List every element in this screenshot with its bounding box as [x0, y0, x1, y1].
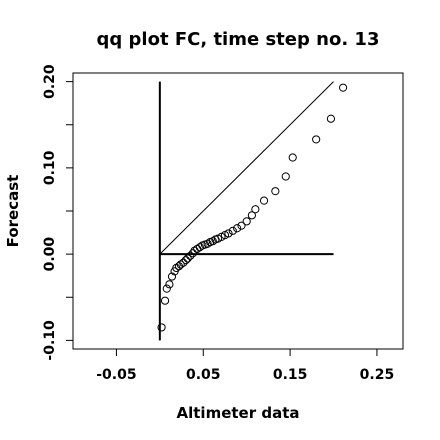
y-tick-label: 0.20 [42, 64, 58, 99]
data-point [167, 272, 177, 281]
data-point [183, 254, 192, 263]
data-point [251, 205, 260, 214]
data-point [203, 239, 212, 248]
data-point [195, 243, 204, 252]
reference-lines [158, 81, 334, 341]
y-axis: -0.10 0.00 0.10 0.20 [42, 64, 74, 361]
data-point [242, 217, 251, 226]
x-tick-label: -0.05 [96, 367, 136, 383]
y-tick-label: -0.10 [42, 320, 58, 361]
data-point [162, 284, 171, 293]
data-point [259, 196, 269, 205]
data-point [338, 83, 348, 92]
data-point [228, 226, 237, 235]
y-tick-label: 0.00 [42, 237, 58, 272]
x-tick-label: 0.25 [360, 367, 395, 383]
data-point [288, 153, 297, 162]
data-point [237, 221, 246, 230]
data-point [181, 256, 190, 265]
identity-reference-line [159, 81, 334, 255]
data-point [247, 211, 256, 220]
data-point [186, 251, 195, 260]
data-point [312, 135, 321, 144]
data-point [224, 229, 233, 238]
data-point [233, 224, 242, 233]
data-point [160, 296, 170, 305]
data-point [176, 260, 185, 269]
data-point [188, 249, 197, 258]
y-axis-label: Forecast [4, 175, 22, 248]
x-tick-label: 0.15 [273, 367, 308, 383]
x-axis-label: Altimeter data [177, 404, 300, 422]
y-tick-label: 0.10 [42, 150, 58, 185]
plot-frame [72, 72, 404, 350]
x-tick-label: 0.05 [186, 367, 221, 383]
data-point [208, 237, 217, 246]
chart-title: qq plot FC, time step no. 13 [97, 29, 380, 50]
data-point [165, 280, 174, 289]
data-point [179, 258, 188, 267]
data-point [326, 114, 336, 123]
data-point [157, 323, 166, 332]
data-point [281, 172, 290, 181]
x-axis: -0.05 0.05 0.15 0.25 [96, 348, 395, 383]
data-points [157, 83, 348, 332]
data-point [271, 187, 280, 196]
